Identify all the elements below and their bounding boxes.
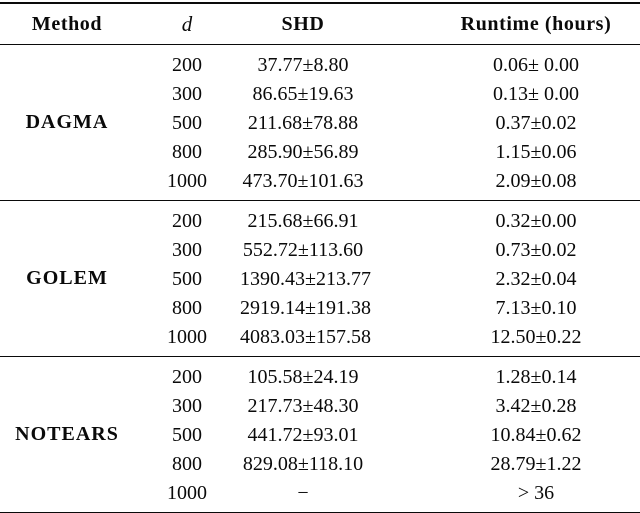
shd-value: 105.58±24.19 (247, 366, 359, 388)
table-row: 500 211.68±78.88 0.37±0.02 (0, 109, 640, 138)
shd-value: 552.72±113.60 (242, 239, 364, 261)
shd-value: 86.65±19.63 (252, 83, 354, 105)
runtime-value: 1.28±0.14 (495, 366, 577, 388)
runtime-value: > 36 (517, 482, 555, 504)
group-golem: GOLEM 200 215.68±66.91 0.32±0.00 300 552… (0, 201, 640, 357)
runtime-value: 0.06± 0.00 (493, 54, 579, 76)
table-row: 1000 4083.03±157.58 12.50±0.22 (0, 323, 640, 357)
d-value: 500 (172, 424, 202, 446)
table-row: 800 2919.14±191.38 7.13±0.10 (0, 294, 640, 323)
table-row: GOLEM 200 215.68±66.91 0.32±0.00 (0, 201, 640, 289)
d-value: 800 (172, 297, 202, 319)
table-row: 800 285.90±56.89 1.15±0.06 (0, 138, 640, 167)
shd-value: 829.08±118.10 (242, 453, 364, 475)
shd-value: 1390.43±213.77 (240, 268, 371, 290)
runtime-value: 2.09±0.08 (495, 170, 577, 192)
d-value: 500 (172, 112, 202, 134)
d-value: 300 (172, 83, 202, 105)
runtime-value: 0.73±0.02 (495, 239, 577, 261)
runtime-value: 2.32±0.04 (495, 268, 577, 290)
method-label-notears: NOTEARS (15, 423, 119, 445)
d-value: 300 (172, 239, 202, 261)
group-notears: NOTEARS 200 105.58±24.19 1.28±0.14 300 2… (0, 357, 640, 513)
table-row: 1000 473.70±101.63 2.09±0.08 (0, 167, 640, 201)
runtime-value: 0.37±0.02 (495, 112, 577, 134)
method-label-dagma: DAGMA (25, 111, 109, 133)
runtime-value: 3.42±0.28 (495, 395, 577, 417)
table-row: 300 552.72±113.60 0.73±0.02 (0, 236, 640, 265)
d-value: 200 (172, 366, 202, 388)
d-value: 800 (172, 453, 202, 475)
d-value: 200 (172, 210, 202, 232)
method-label-golem: GOLEM (26, 267, 108, 289)
table-header: Method d SHD Runtime (hours) (0, 3, 640, 45)
runtime-value: 1.15±0.06 (495, 141, 577, 163)
d-value: 300 (172, 395, 202, 417)
header-row: Method d SHD Runtime (hours) (0, 3, 640, 45)
runtime-value: 12.50±0.22 (490, 326, 582, 348)
col-header-shd: SHD (240, 3, 432, 45)
shd-value: 211.68±78.88 (247, 112, 359, 134)
table-row: 1000 − > 36 (0, 479, 640, 513)
shd-value: − (297, 482, 309, 504)
shd-value: 215.68±66.91 (247, 210, 359, 232)
table-row: 500 1390.43±213.77 2.32±0.04 (0, 265, 640, 294)
table-row: 300 86.65±19.63 0.13± 0.00 (0, 80, 640, 109)
shd-value: 285.90±56.89 (247, 141, 359, 163)
shd-value: 2919.14±191.38 (240, 297, 371, 319)
table-row: DAGMA 200 37.77±8.80 0.06± 0.00 (0, 45, 640, 133)
table-row: 800 829.08±118.10 28.79±1.22 (0, 450, 640, 479)
shd-value: 441.72±93.01 (247, 424, 359, 446)
d-value: 1000 (167, 326, 207, 348)
shd-value: 473.70±101.63 (242, 170, 364, 192)
shd-value: 37.77±8.80 (257, 54, 349, 76)
d-value: 200 (172, 54, 202, 76)
d-value: 500 (172, 268, 202, 290)
group-dagma: DAGMA 200 37.77±8.80 0.06± 0.00 300 86.6… (0, 45, 640, 201)
col-header-runtime: Runtime (hours) (432, 3, 640, 45)
shd-value: 217.73±48.30 (247, 395, 359, 417)
d-value: 1000 (167, 170, 207, 192)
col-header-method: Method (0, 3, 134, 45)
shd-value: 4083.03±157.58 (240, 326, 371, 348)
runtime-value: 0.13± 0.00 (493, 83, 579, 105)
table-row: 300 217.73±48.30 3.42±0.28 (0, 392, 640, 421)
table-row: NOTEARS 200 105.58±24.19 1.28±0.14 (0, 357, 640, 445)
runtime-value: 7.13±0.10 (495, 297, 577, 319)
d-value: 1000 (167, 482, 207, 504)
runtime-value: 0.32±0.00 (495, 210, 577, 232)
d-value: 800 (172, 141, 202, 163)
table-row: 500 441.72±93.01 10.84±0.62 (0, 421, 640, 450)
runtime-value: 28.79±1.22 (490, 453, 582, 475)
runtime-value: 10.84±0.62 (490, 424, 582, 446)
col-header-d: d (134, 3, 240, 45)
